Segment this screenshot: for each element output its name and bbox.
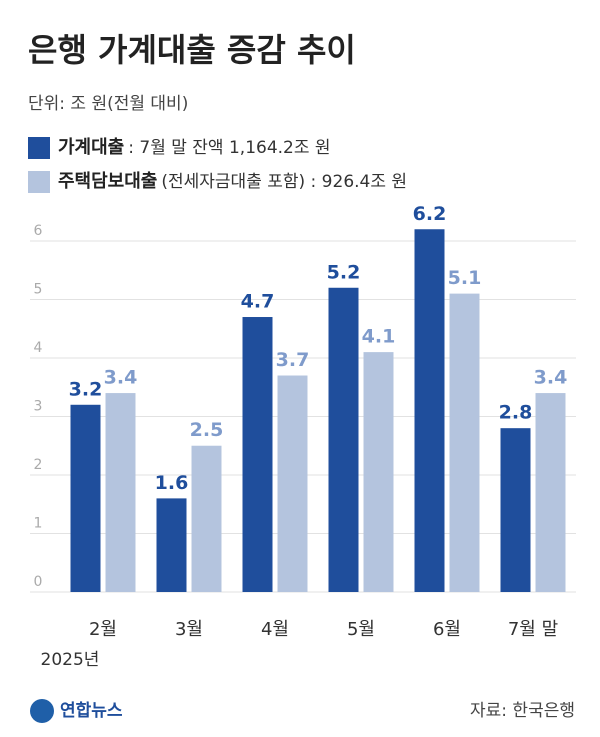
legend-label: 가계대출 [58,137,124,158]
bar [414,229,445,592]
x-tick-label: 5월 [347,619,375,640]
y-tick-label: 2 [34,457,43,473]
legend-swatch [28,137,50,159]
bar [277,375,308,592]
value-label: 3.4 [534,367,568,389]
x-tick-label: 3월 [175,619,203,640]
value-label: 3.4 [104,367,138,389]
logo-icon [30,699,54,723]
bar [242,317,273,592]
y-tick-label: 6 [34,223,43,239]
bar [449,293,480,592]
value-label: 4.1 [362,326,396,348]
chart-title: 은행 가계대출 증감 추이 [28,31,356,69]
legend-note: : 7월 말 잔액 1,164.2조 원 [128,138,330,158]
legend-label: 주택담보대출 [58,171,157,192]
value-label: 5.1 [448,267,482,289]
value-label: 1.6 [155,472,189,494]
bar [500,428,531,592]
bar [105,393,136,592]
logo: 연합뉴스 [60,700,123,721]
chart-subtitle: 단위: 조 원(전월 대비) [28,94,188,114]
value-label: 5.2 [327,261,361,283]
y-tick-label: 1 [34,515,43,531]
bar [328,287,359,592]
x-annotation: 2025년 [41,650,100,670]
bar [70,404,101,592]
bar [191,445,222,592]
value-label: 4.7 [241,291,275,313]
bar [156,498,187,592]
x-tick-label: 4월 [261,619,289,640]
legend-swatch [28,171,50,193]
source: 자료: 한국은행 [470,701,575,721]
value-label: 6.2 [413,203,447,225]
x-tick-label: 7월 말 [508,619,558,640]
y-tick-label: 5 [34,281,43,297]
y-tick-label: 0 [34,574,43,590]
y-tick-label: 3 [34,398,43,414]
value-label: 2.8 [499,402,533,424]
bar [535,393,566,592]
value-label: 3.2 [69,378,103,400]
bar [363,352,394,592]
y-tick-label: 4 [34,340,43,356]
x-tick-label: 2월 [89,619,117,640]
legend-note: (전세자금대출 포함) : 926.4조 원 [161,172,407,192]
x-tick-label: 6월 [433,619,461,640]
value-label: 3.7 [276,349,310,371]
value-label: 2.5 [190,419,224,441]
